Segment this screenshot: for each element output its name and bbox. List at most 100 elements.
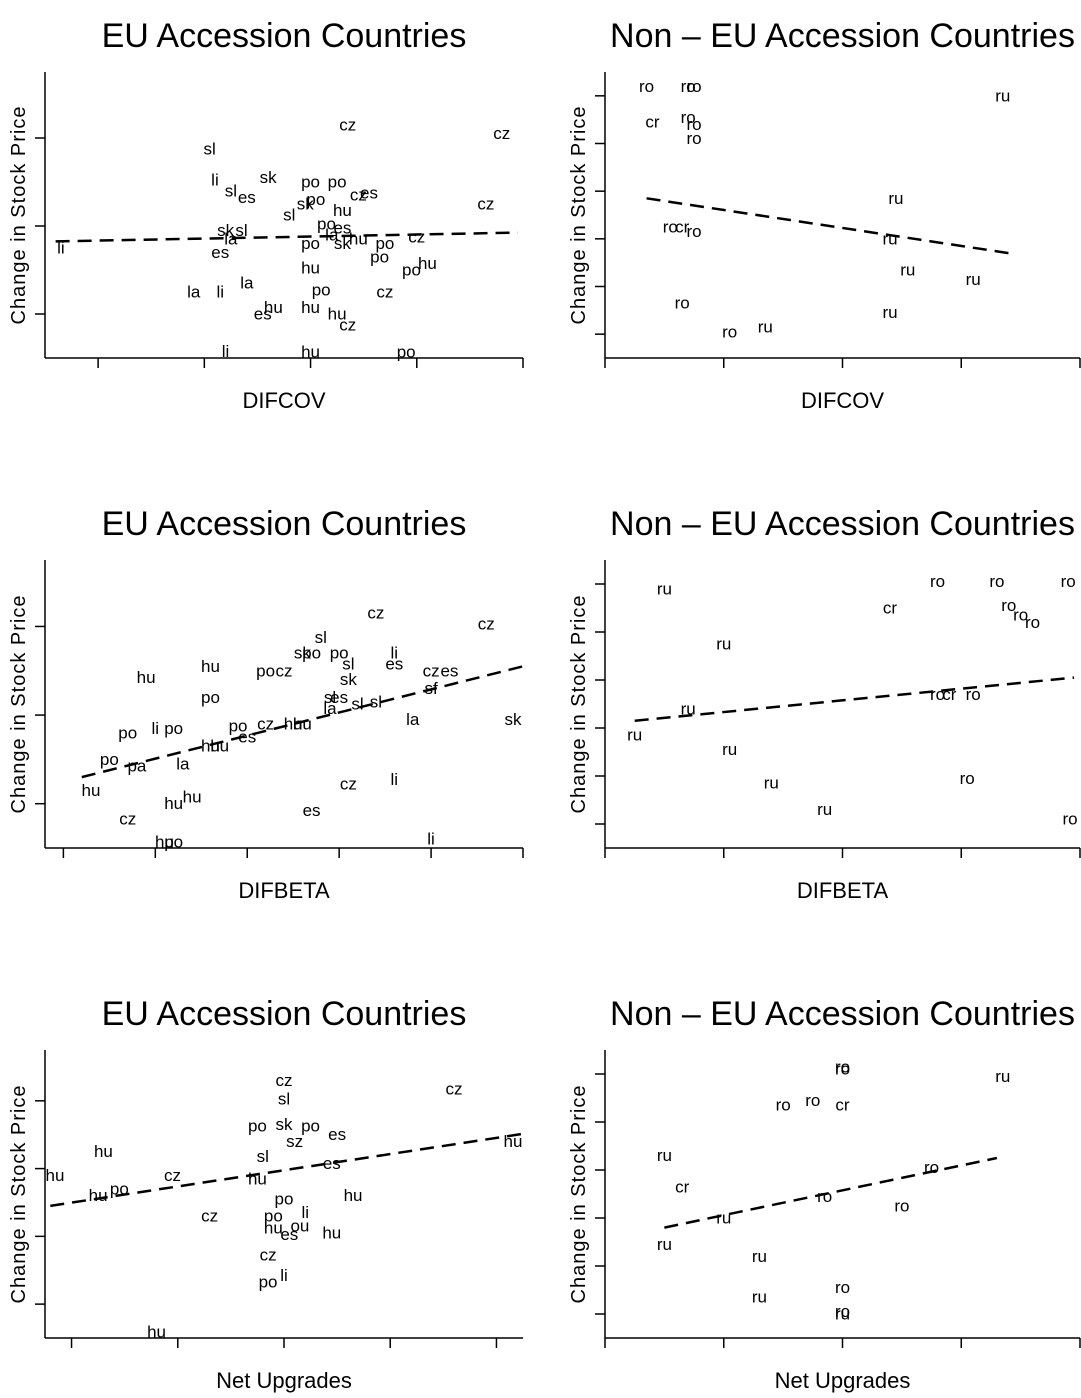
data-point-label: ru (835, 1305, 850, 1324)
panel-noneu-difbeta: Non – EU Accession Countries DIFBETA Chang… (568, 505, 1081, 903)
data-point-label: ro (1025, 613, 1040, 632)
data-point-label: hu (328, 305, 347, 324)
data-point-label: ru (716, 1209, 731, 1228)
data-point-label: po (259, 1273, 278, 1292)
data-point-label: es (303, 801, 321, 820)
data-point-label: sf (424, 679, 438, 698)
data-point-label: cr (675, 217, 690, 236)
data-point-label: sl (257, 1147, 269, 1166)
data-point-label: sz (286, 1132, 303, 1151)
data-point-label: cz (276, 1071, 293, 1090)
data-point-label: hu (264, 298, 283, 317)
fit-line (664, 1156, 998, 1229)
data-point-label: hu (94, 1142, 113, 1161)
data-point-label: cz (376, 283, 393, 302)
data-point-label: li (280, 1266, 288, 1285)
data-point-label: es (211, 243, 229, 262)
data-point-label: es (328, 1125, 346, 1144)
fit-line (55, 231, 518, 243)
data-point-label: po (312, 280, 331, 299)
data-point-label: ro (681, 108, 696, 127)
data-point-label: ru (882, 303, 897, 322)
data-point-label: cz (367, 604, 384, 623)
data-point-label: es (360, 184, 378, 203)
data-point-label: ro (835, 1060, 850, 1079)
data-point-label: es (440, 661, 458, 680)
y-axis-label: Change in Stock Price (8, 1085, 30, 1304)
data-point-label: sl (370, 692, 382, 711)
data-point-label: ro (675, 294, 690, 313)
panel-title: EU Accession Countries (102, 995, 467, 1033)
data-point-label: po (317, 214, 336, 233)
x-axis-label: DIFBETA (797, 878, 889, 903)
data-point-label: hu (333, 201, 352, 220)
data-point-label: hu (201, 657, 220, 676)
data-point-label: po (375, 234, 394, 253)
data-point-label: ru (758, 318, 773, 337)
data-point-label: cz (340, 774, 357, 793)
panel-title: Non – EU Accession Countries (610, 17, 1075, 55)
data-point-label: ro (1001, 596, 1016, 615)
x-axis-label: DIFBETA (238, 878, 330, 903)
data-point-label: cr (675, 1177, 690, 1196)
data-point-label: po (164, 833, 183, 852)
data-point-label: po (301, 1117, 320, 1136)
panel-noneu-net-upgrades: Non – EU Accession Countries Net Upgrades… (568, 995, 1081, 1393)
data-point-label: po (301, 173, 320, 192)
data-point-label: ru (900, 260, 915, 279)
data-point-label: hu (418, 254, 437, 273)
data-point-label: ro (835, 1302, 850, 1321)
data-point-label: cz (478, 615, 495, 634)
data-point-label: es (238, 728, 256, 747)
data-point-label: la (176, 754, 190, 773)
data-point-label: sk (260, 168, 278, 187)
data-point-label: cz (493, 124, 510, 143)
data-point-label: ru (888, 189, 903, 208)
panel-noneu-difcov: Non – EU Accession Countries DIFCOV Change… (568, 17, 1081, 413)
data-point-label: ru (817, 800, 832, 819)
data-point-label: ru (657, 579, 672, 598)
data-point-label: sl (342, 655, 354, 674)
fit-line (634, 676, 1075, 723)
data-point-label: cz (257, 714, 274, 733)
data-point-label: cz (339, 316, 356, 335)
data-point-label: hu (89, 1186, 108, 1205)
data-point-label: ru (722, 740, 737, 759)
data-point-label: sl (235, 221, 247, 240)
data-point-label: sk (334, 234, 352, 253)
y-axis-label: Change in Stock Price (568, 1085, 590, 1304)
data-point-label: la (240, 274, 254, 293)
data-point-label: cz (408, 228, 425, 247)
data-point-label: ru (764, 774, 779, 793)
data-point-label: es (280, 1225, 298, 1244)
data-point-label: sl (283, 206, 295, 225)
x-axis-label: Net Upgrades (216, 1368, 352, 1393)
data-point-label: po (275, 1190, 294, 1209)
fit-line (50, 1131, 529, 1208)
data-point-label: cr (835, 1096, 850, 1115)
data-point-label: la (224, 230, 238, 249)
data-point-label: la (323, 699, 337, 718)
data-point-label: ou (290, 1217, 309, 1236)
data-point-label: ro (930, 685, 945, 704)
data-point-label: hu (248, 1169, 267, 1188)
data-point-label: ro (835, 1057, 850, 1076)
panel-title: Non – EU Accession Countries (610, 505, 1075, 543)
fit-line (81, 665, 524, 779)
y-axis-label: Change in Stock Price (8, 595, 30, 814)
data-point-label: hu (137, 668, 156, 687)
data-point-label: cz (423, 661, 440, 680)
data-point-label: ro (966, 685, 981, 704)
data-point-label: ro (722, 322, 737, 341)
data-point-label: sk (276, 1115, 294, 1134)
data-point-label: po (110, 1179, 129, 1198)
panel-title: EU Accession Countries (102, 17, 467, 55)
data-point-label: po (397, 343, 416, 362)
data-point-label: hu (293, 714, 312, 733)
data-point-label: es (385, 655, 403, 674)
data-point-label: ru (657, 1235, 672, 1254)
data-point-label: hu (82, 781, 101, 800)
data-point-label: es (238, 188, 256, 207)
data-point-label: ro (805, 1091, 820, 1110)
